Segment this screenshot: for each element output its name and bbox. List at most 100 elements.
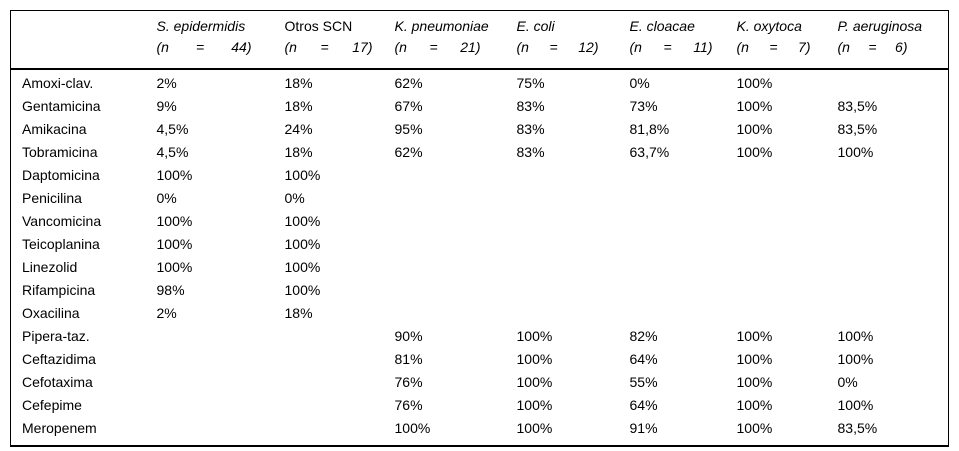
n-equals: = — [196, 39, 205, 55]
susceptibility-value: 100% — [284, 167, 321, 183]
susceptibility-value: 100% — [284, 282, 321, 298]
table-row: Teicoplanina 100% 100% — [11, 233, 949, 256]
header-e-coli: E. coli (n = 12) — [516, 10, 630, 70]
susceptibility-value — [157, 325, 285, 348]
n-open: (n — [156, 39, 169, 55]
susceptibility-value — [517, 233, 630, 256]
table-row: Daptomicina 100% 100% — [11, 164, 949, 187]
n-value: 6) — [895, 39, 908, 55]
susceptibility-value: 4,5% — [156, 121, 189, 137]
susceptibility-value: 100% — [736, 75, 773, 91]
column-sample-size: (n = 21) — [395, 37, 481, 58]
table-row: Linezolid 100% 100% — [11, 256, 949, 279]
susceptibility-value: 100% — [837, 351, 874, 367]
susceptibility-value — [157, 348, 285, 371]
susceptibility-value: 100% — [736, 121, 773, 137]
table-row: Ceftazidima 81% 100% 64% 100% 100% — [11, 348, 949, 371]
susceptibility-value — [395, 187, 517, 210]
susceptibility-value: 100% — [516, 374, 553, 390]
susceptibility-value: 18% — [284, 98, 313, 114]
susceptibility-value: 83,5% — [837, 420, 878, 436]
susceptibility-value: 0% — [284, 190, 305, 206]
susceptibility-value: 100% — [156, 213, 193, 229]
susceptibility-value: 76% — [394, 374, 423, 390]
susceptibility-value — [737, 187, 838, 210]
header-row: S. epidermidis (n = 44) Otros SCN (n = 1… — [10, 10, 949, 70]
n-open: (n — [284, 39, 297, 55]
susceptibility-value: 64% — [629, 351, 658, 367]
susceptibility-value — [737, 279, 838, 302]
n-equals: = — [429, 39, 438, 55]
table-row: Amoxi-clav. 2% 18% 62% 75% 0% 100% — [11, 69, 949, 95]
column-species-name: Otros SCN — [284, 18, 353, 34]
susceptibility-value: 100% — [736, 420, 773, 436]
n-value: 21) — [460, 39, 481, 55]
antibiotic-name: Daptomicina — [22, 167, 100, 183]
antibiotic-name: Amikacina — [22, 121, 87, 137]
susceptibility-value: 2% — [156, 75, 177, 91]
susceptibility-value: 83,5% — [837, 98, 878, 114]
susceptibility-value: 67% — [394, 98, 423, 114]
susceptibility-value: 100% — [516, 328, 553, 344]
susceptibility-value — [838, 233, 949, 256]
antibiotic-name: Cefepime — [22, 397, 82, 413]
susceptibility-value — [395, 279, 517, 302]
table-row: Cefepime 76% 100% 64% 100% 100% — [11, 394, 949, 417]
header-otros-scn: Otros SCN (n = 17) — [284, 10, 395, 70]
table-row: Amikacina 4,5% 24% 95% 83% 81,8% 100% 83,5% — [11, 118, 949, 141]
susceptibility-value: 100% — [837, 328, 874, 344]
susceptibility-value: 100% — [284, 259, 321, 275]
table-row: Meropenem 100% 100% 91% 100% 83,5% — [11, 417, 949, 446]
susceptibility-value: 100% — [837, 144, 874, 160]
susceptibility-value: 100% — [736, 374, 773, 390]
susceptibility-value: 0% — [629, 75, 650, 91]
susceptibility-value: 4,5% — [156, 144, 189, 160]
table-row: Pipera-taz. 90% 100% 82% 100% 100% — [11, 325, 949, 348]
column-sample-size: (n = 6) — [838, 37, 908, 58]
header-antibiotic-blank — [10, 10, 157, 70]
n-value: 17) — [352, 39, 373, 55]
susceptibility-value: 81,8% — [629, 121, 670, 137]
n-equals: = — [769, 39, 778, 55]
n-value: 44) — [231, 39, 252, 55]
susceptibility-value: 18% — [284, 144, 313, 160]
antibiotic-name: Vancomicina — [22, 213, 102, 229]
antibiotic-name: Ceftazidima — [22, 351, 96, 367]
n-open: (n — [629, 39, 642, 55]
susceptibility-value — [737, 164, 838, 187]
susceptibility-value: 82% — [629, 328, 658, 344]
susceptibility-value: 100% — [284, 213, 321, 229]
susceptibility-value: 100% — [837, 397, 874, 413]
susceptibility-value — [630, 302, 737, 325]
header-k-oxytoca: K. oxytoca (n = 7) — [736, 10, 838, 70]
susceptibility-value: 73% — [629, 98, 658, 114]
header-s-epidermidis: S. epidermidis (n = 44) — [156, 10, 285, 70]
susceptibility-value: 90% — [394, 328, 423, 344]
susceptibility-value: 0% — [156, 190, 177, 206]
susceptibility-value — [517, 302, 630, 325]
susceptibility-value: 100% — [736, 328, 773, 344]
susceptibility-value — [517, 256, 630, 279]
antibiotic-name: Rifampicina — [22, 282, 96, 298]
susceptibility-value: 81% — [394, 351, 423, 367]
susceptibility-value: 83% — [516, 98, 545, 114]
susceptibility-value — [838, 302, 949, 325]
antibiotic-name: Meropenem — [22, 420, 97, 436]
susceptibility-value: 100% — [516, 351, 553, 367]
header-k-pneumoniae: K. pneumoniae (n = 21) — [394, 10, 517, 70]
antibiotic-name: Oxacilina — [22, 305, 80, 321]
susceptibility-value — [630, 256, 737, 279]
n-open: (n — [837, 39, 850, 55]
susceptibility-value: 2% — [156, 305, 177, 321]
n-value: 7) — [798, 39, 811, 55]
table-row: Cefotaxima 76% 100% 55% 100% 0% — [11, 371, 949, 394]
column-species-name: S. epidermidis — [156, 18, 246, 34]
susceptibility-value — [285, 325, 395, 348]
susceptibility-value — [395, 164, 517, 187]
n-value: 11) — [693, 39, 713, 55]
susceptibility-value: 83% — [516, 144, 545, 160]
susceptibility-value — [157, 417, 285, 446]
antibiotic-susceptibility-table: S. epidermidis (n = 44) Otros SCN (n = 1… — [10, 10, 949, 447]
column-species-name: K. pneumoniae — [394, 18, 489, 34]
column-sample-size: (n = 11) — [630, 37, 713, 58]
